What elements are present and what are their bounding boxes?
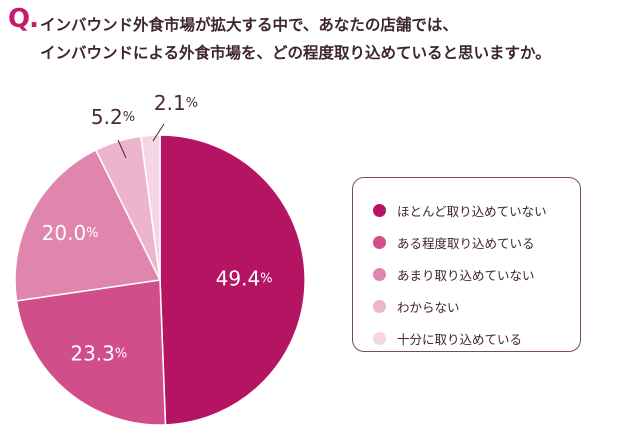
pie-slice-2	[15, 279, 167, 426]
legend-label: ある程度取り込めている	[397, 235, 535, 251]
legend-label: わからない	[397, 299, 460, 315]
legend-swatch	[373, 235, 386, 249]
legend-swatch	[373, 331, 386, 345]
legend-item-1: ほとんど取り込めていない	[373, 200, 547, 220]
data-label-unit: %	[123, 110, 135, 125]
legend-item-5: 十分に取り込めている	[373, 328, 522, 348]
question-mark: Q.	[8, 4, 39, 34]
legend-swatch	[373, 203, 386, 217]
question-text-line-1: インバウンド外食市場が拡大する中で、あなたの店舗では、	[40, 16, 458, 34]
leader-line-4	[117, 139, 127, 159]
data-label-3: 20.0%	[42, 221, 99, 245]
legend-swatch	[373, 299, 386, 313]
data-label-unit: %	[260, 271, 272, 286]
pie-slice-1	[159, 134, 306, 426]
legend-label: ほとんど取り込めていない	[397, 203, 547, 219]
data-label-unit: %	[186, 96, 198, 111]
legend-item-3: あまり取り込めていない	[373, 264, 535, 284]
legend-item-2: ある程度取り込めている	[373, 232, 535, 252]
legend-item-4: わからない	[373, 296, 460, 316]
data-label-4: 5.2%	[91, 105, 135, 129]
pie-slice-5	[140, 134, 161, 281]
legend-label: あまり取り込めていない	[397, 267, 535, 283]
leader-line-5	[152, 123, 165, 142]
pie-slice-3	[14, 148, 162, 302]
data-label-5: 2.1%	[154, 91, 198, 115]
data-label-unit: %	[86, 225, 98, 240]
question-text-line-2: インバウンドによる外食市場を、どの程度取り込めていると思いますか。	[40, 44, 551, 62]
data-label-unit: %	[115, 346, 127, 361]
legend-label: 十分に取り込めている	[397, 331, 523, 347]
legend-swatch	[373, 267, 386, 281]
chart-legend: ほとんど取り込めていない ある程度取り込めている あまり取り込めていない わからない十…	[352, 177, 581, 352]
